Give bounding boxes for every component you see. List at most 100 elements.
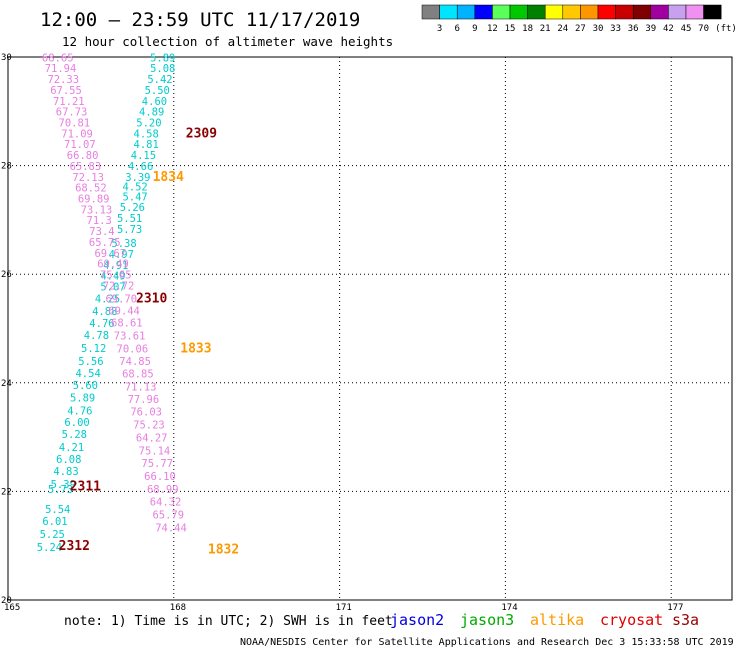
colorbar-swatch <box>668 4 687 20</box>
data-point-label: 76.03 <box>130 406 162 418</box>
colorbar-label: 9 <box>472 24 477 34</box>
data-point-label: 68.85 <box>122 368 154 380</box>
colorbar-label: 15 <box>505 24 516 34</box>
data-point-label: 68.61 <box>111 317 143 329</box>
data-point-label: 5.24 <box>37 542 62 554</box>
data-point-label: 4.25 <box>95 293 120 305</box>
colorbar-swatch <box>509 4 528 20</box>
data-point-label: 65.75 <box>89 237 121 249</box>
colorbar-swatch <box>492 4 511 20</box>
data-point-label: 72.72 <box>103 280 135 292</box>
data-point-label: 71.07 <box>64 139 96 151</box>
colorbar-label: 45 <box>681 24 692 34</box>
data-point-label: 73.13 <box>81 204 113 216</box>
data-point-label: 6.08 <box>56 454 81 466</box>
chart-subtitle: 12 hour collection of altimeter wave hei… <box>62 34 393 49</box>
colorbar-swatch <box>597 4 616 20</box>
data-point-label: 70.81 <box>59 118 91 130</box>
data-point-label: 71.21 <box>53 96 85 108</box>
data-point-label: 4.15 <box>131 150 156 162</box>
data-point-label: 70.06 <box>117 343 149 355</box>
data-point-label: 75.14 <box>139 445 171 457</box>
data-point-label: 5.25 <box>40 529 65 541</box>
data-point-label: 4.91 <box>103 260 128 272</box>
data-point-label: 4.54 <box>75 368 100 380</box>
data-point-label: 5.73 <box>48 484 73 496</box>
data-point-label: 4.88 <box>92 306 117 318</box>
data-point-label: 5.56 <box>78 356 103 368</box>
data-point-label: 5.50 <box>145 85 170 97</box>
data-point-label: 68.52 <box>75 183 107 195</box>
data-point-label: 4.78 <box>84 330 109 342</box>
data-point-label: 75.23 <box>133 419 165 431</box>
y-tick-label: 24 <box>1 379 12 389</box>
data-point-label: 4.89 <box>139 107 164 119</box>
colorbar-swatch <box>421 4 440 20</box>
data-point-label: 4.60 <box>142 96 167 108</box>
data-point-label: 69.49 <box>97 259 129 271</box>
y-tick-label: 28 <box>1 162 12 172</box>
data-point-label: 5.73 <box>117 224 142 236</box>
data-point-label: 4.83 <box>53 466 78 478</box>
data-point-label: 69.44 <box>108 305 140 317</box>
data-point-label: 66.10 <box>144 471 176 483</box>
data-point-label: 4.49 <box>100 271 125 283</box>
colorbar-swatch <box>650 4 669 20</box>
axis-ticks: 165 168 171 174 177 20 22 24 26 28 30 <box>1 53 683 613</box>
colorbar-label: 12 <box>487 24 498 34</box>
data-point-label: 5.42 <box>147 74 172 86</box>
data-point-label: 5.28 <box>62 429 87 441</box>
colorbar-label: 27 <box>575 24 586 34</box>
colorbar-label: 39 <box>645 24 656 34</box>
data-point-label: 66.80 <box>67 150 99 162</box>
data-point-label: 4.52 <box>122 182 147 194</box>
colorbar-swatch <box>632 4 652 20</box>
data-point-label: 4.81 <box>134 139 159 151</box>
y-tick-label: 26 <box>1 270 12 280</box>
colorbar-swatch <box>703 4 722 20</box>
data-point-label: 5.89 <box>150 52 175 64</box>
data-point-label: 4.76 <box>89 318 114 330</box>
colorbar-swatch <box>456 4 476 20</box>
pass-number-label: 2311 <box>70 479 101 494</box>
data-point-label: 74.85 <box>119 356 151 368</box>
data-point-label: 71.94 <box>45 63 77 75</box>
data-point-label: 67.73 <box>56 107 88 119</box>
data-point-label: 75.65 <box>100 270 132 282</box>
pass-number-label: 1834 <box>153 170 184 185</box>
data-point-label: 4.76 <box>67 405 92 417</box>
legend-item-cryosat: cryosat <box>600 611 663 629</box>
data-point-label: 67.55 <box>50 85 82 97</box>
data-point-label: 73.4 <box>89 226 114 238</box>
colorbar-unit: (ft) <box>715 24 737 34</box>
data-point-label: 6.00 <box>64 417 89 429</box>
chart-title: 12:00 – 23:59 UTC 11/17/2019 <box>40 9 360 31</box>
colorbar-swatch <box>439 4 458 20</box>
data-point-label: 5.26 <box>120 202 145 214</box>
legend-item-s3a: s3a <box>672 611 699 629</box>
x-tick-label: 165 <box>4 603 20 613</box>
colorbar-label: 70 <box>698 24 709 34</box>
data-point-label: 4.97 <box>109 249 134 261</box>
colorbar-label: 30 <box>593 24 604 34</box>
colorbar-label: 6 <box>454 24 459 34</box>
data-point-label: 5.20 <box>136 118 161 130</box>
colorbar-label: 24 <box>557 24 568 34</box>
y-tick-label: 20 <box>1 596 12 606</box>
colorbar-legend: 3 6 9 12 15 18 21 24 27 30 33 36 39 42 45 70 (ft) <box>421 4 737 34</box>
data-point-label: 4.58 <box>134 128 159 140</box>
pass-number-label: 2310 <box>136 291 167 306</box>
colorbar-label: 18 <box>522 24 533 34</box>
data-point-label: 5.47 <box>122 191 147 203</box>
pass-labels: 2309 1834 2310 1833 2311 2312 1832 <box>59 126 240 557</box>
colorbar-swatch <box>615 4 634 20</box>
data-point-label: 3.39 <box>125 172 150 184</box>
data-point-label: 5.89 <box>70 392 95 404</box>
footer-note: note: 1) Time is in UTC; 2) SWH is in fe… <box>64 614 393 629</box>
data-point-label: 5.07 <box>100 281 125 293</box>
x-tick-label: 174 <box>501 603 517 613</box>
satellite-legend: jason2 jason3 altika cryosat s3a <box>390 611 699 629</box>
x-tick-label: 168 <box>170 603 186 613</box>
data-point-label: 68.99 <box>147 484 179 496</box>
data-point-label: 5.60 <box>73 380 98 392</box>
